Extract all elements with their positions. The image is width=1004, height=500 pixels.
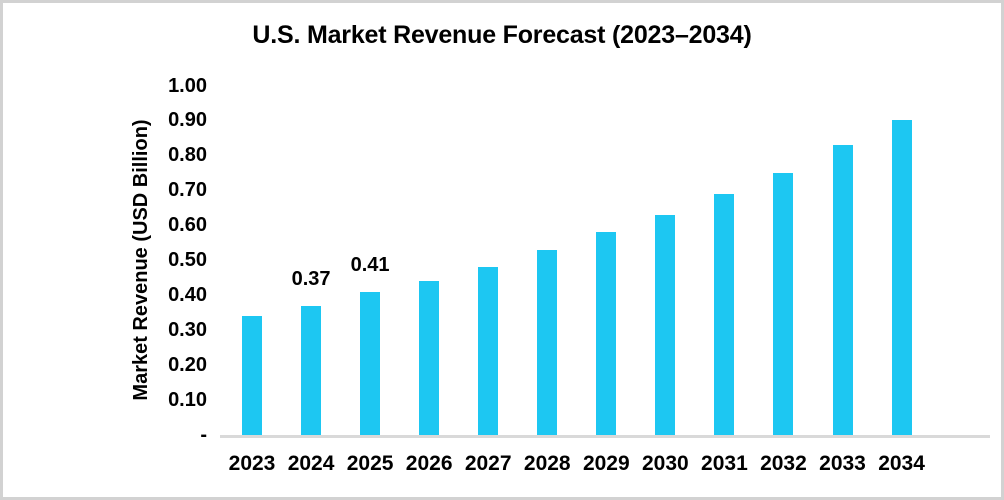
y-tick-label: 0.30	[168, 319, 207, 342]
x-tick-label-2030: 2030	[641, 452, 689, 475]
y-tick-label: 1.00	[168, 74, 207, 97]
x-tick-label-2027: 2027	[464, 452, 512, 475]
chart-title: U.S. Market Revenue Forecast (2023–2034)	[252, 21, 752, 49]
bar-2029	[596, 232, 617, 435]
x-tick-label-2031: 2031	[701, 452, 748, 475]
x-tick-label-2023: 2023	[228, 452, 276, 475]
bar-2023	[242, 316, 262, 435]
y-tick-label: 0.10	[168, 389, 207, 412]
y-tick-label: -	[200, 424, 207, 446]
bar-2025	[360, 291, 381, 435]
y-tick-label: 0.90	[168, 109, 207, 132]
x-tick-label-2033: 2033	[819, 452, 866, 475]
bar-2032	[773, 172, 794, 435]
bar-2030	[655, 214, 676, 435]
bar-data-label-2024: 0.37	[291, 267, 331, 290]
x-tick-label-2026: 2026	[405, 452, 453, 475]
y-tick-label: 0.40	[168, 284, 207, 307]
x-axis-line	[220, 435, 990, 438]
y-tick-label: 0.60	[168, 214, 207, 237]
bar-2027	[478, 267, 499, 435]
bar-2031	[714, 193, 735, 435]
bar-2024	[301, 305, 322, 435]
bar-2026	[419, 281, 440, 435]
y-tick-label: 0.50	[168, 249, 207, 272]
x-tick-label-2024: 2024	[287, 452, 335, 475]
bar-2034	[891, 120, 912, 435]
y-tick-label: 0.20	[168, 354, 207, 377]
y-tick-label: 0.70	[168, 179, 207, 202]
plot-area	[220, 85, 990, 435]
x-tick-label-2025: 2025	[346, 452, 394, 475]
x-tick-label-2028: 2028	[523, 452, 571, 475]
bar-2028	[537, 249, 558, 435]
y-tick-label: 0.80	[168, 144, 207, 167]
x-tick-label-2034: 2034	[878, 452, 925, 475]
bar-data-label-2025: 0.41	[350, 253, 390, 276]
x-tick-label-2032: 2032	[760, 452, 807, 475]
bar-2033	[832, 144, 853, 435]
x-tick-label-2029: 2029	[582, 452, 630, 475]
